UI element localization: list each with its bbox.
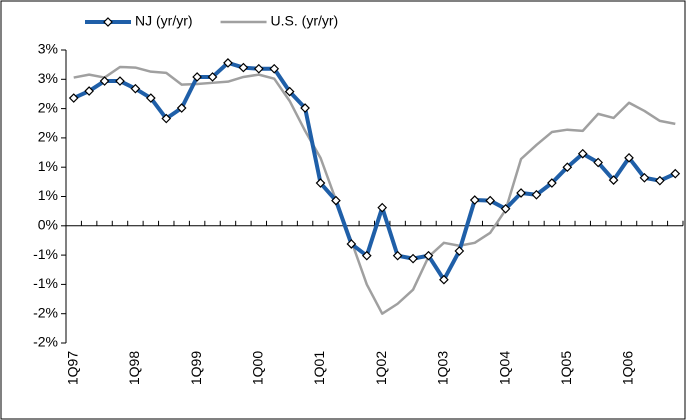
series-marker — [269, 63, 280, 74]
y-tick-label: 2% — [38, 129, 58, 145]
series-marker — [176, 103, 187, 113]
series-marker — [331, 195, 341, 206]
series-marker — [377, 202, 388, 213]
series-marker — [361, 250, 372, 261]
x-tick-label: 1Q02 — [373, 351, 389, 385]
series-marker — [192, 72, 202, 82]
legend-label: NJ (yr/yr) — [135, 13, 193, 29]
x-tick-label: 1Q97 — [64, 351, 80, 385]
series-marker — [253, 63, 264, 74]
y-tick-label: 3% — [38, 70, 58, 86]
series-marker — [238, 62, 249, 73]
series-marker — [593, 157, 604, 168]
series-marker — [99, 76, 110, 86]
y-tick-label: -2% — [33, 334, 58, 350]
series-marker — [500, 203, 511, 214]
series-line — [72, 60, 677, 282]
x-tick-label: 1Q98 — [126, 351, 142, 385]
series-marker — [624, 152, 634, 163]
series-marker — [84, 86, 94, 96]
series-marker — [639, 172, 650, 183]
y-tick-label: -1% — [33, 275, 58, 291]
series-marker — [547, 178, 557, 188]
legend-marker — [103, 17, 113, 27]
x-tick-label: 1Q01 — [311, 351, 327, 385]
y-tick-label: -2% — [33, 304, 58, 320]
x-tick-label: 1Q00 — [250, 351, 266, 385]
series-marker — [315, 178, 326, 188]
series-marker — [115, 76, 125, 86]
series-marker — [577, 148, 588, 159]
x-tick-label: 1Q04 — [496, 351, 512, 385]
series-marker — [423, 250, 434, 261]
y-tick-label: 0% — [38, 217, 58, 233]
x-tick-label: 1Q05 — [558, 351, 574, 385]
series-marker — [145, 93, 156, 103]
y-tick-label: 1% — [38, 158, 58, 174]
x-tick-label: 1Q99 — [188, 351, 204, 385]
series-marker — [346, 239, 357, 249]
series-marker — [130, 83, 141, 94]
y-tick-label: -1% — [33, 246, 58, 262]
series-marker — [562, 162, 573, 173]
series-marker — [300, 103, 310, 113]
series-marker — [655, 175, 665, 186]
y-tick-label: 2% — [38, 99, 58, 115]
series-marker — [284, 86, 295, 97]
series-marker — [207, 72, 218, 82]
series-marker — [392, 250, 403, 261]
series-marker — [670, 168, 681, 179]
series-marker — [485, 195, 496, 206]
y-tick-label: 3% — [38, 41, 58, 57]
series-marker — [408, 253, 418, 264]
series-marker — [531, 189, 542, 200]
series-marker — [608, 175, 619, 185]
series-marker — [223, 58, 233, 68]
series-marker — [516, 188, 526, 198]
x-tick-label: 1Q03 — [435, 351, 451, 385]
legend-label: U.S. (yr/yr) — [271, 13, 339, 29]
series-marker — [68, 93, 79, 103]
series-marker — [454, 246, 465, 256]
series-marker — [439, 274, 449, 285]
series-marker — [161, 113, 172, 124]
x-tick-label: 1Q06 — [620, 351, 636, 385]
series-marker — [469, 195, 480, 205]
y-tick-label: 1% — [38, 187, 58, 203]
series-line — [73, 65, 676, 315]
